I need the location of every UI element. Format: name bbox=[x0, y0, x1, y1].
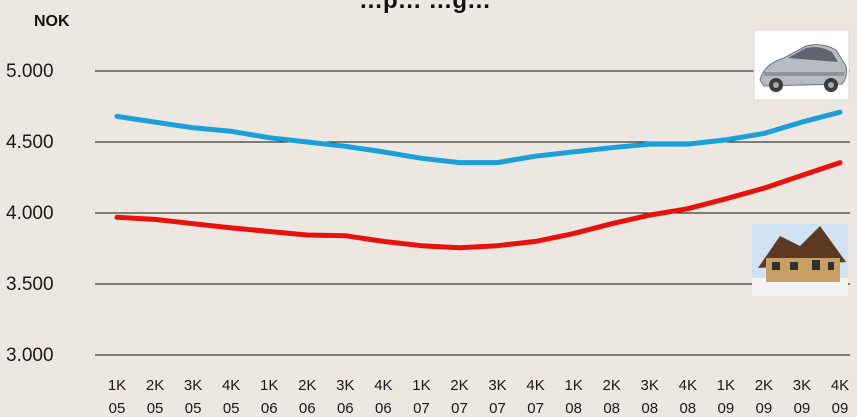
x-tick-label-year: 06 bbox=[375, 400, 392, 417]
x-tick-label-year: 05 bbox=[109, 400, 126, 417]
x-tick-label-quarter: 3K bbox=[336, 377, 354, 394]
x-tick-label-year: 05 bbox=[147, 400, 164, 417]
x-tick-label-year: 07 bbox=[527, 400, 544, 417]
x-tick-label-year: 05 bbox=[185, 400, 202, 417]
x-tick-label-quarter: 2K bbox=[755, 377, 773, 394]
y-tick-label: 3.500 bbox=[6, 274, 54, 295]
x-tick-label-year: 08 bbox=[565, 400, 582, 417]
x-tick-label-year: 07 bbox=[413, 400, 430, 417]
x-tick-label-quarter: 4K bbox=[222, 377, 240, 394]
x-tick-label-quarter: 2K bbox=[298, 377, 316, 394]
x-tick-label-quarter: 4K bbox=[526, 377, 544, 394]
x-tick-label-quarter: 1K bbox=[108, 377, 126, 394]
y-tick-label: 3.000 bbox=[6, 345, 54, 366]
x-tick-label-quarter: 3K bbox=[488, 377, 506, 394]
chart-title: …p… …g… bbox=[359, 0, 491, 14]
x-tick-label-year: 05 bbox=[223, 400, 240, 417]
x-tick-label-year: 08 bbox=[641, 400, 658, 417]
x-tick-label-quarter: 1K bbox=[412, 377, 430, 394]
series-line-car bbox=[114, 109, 843, 166]
x-tick-label-year: 06 bbox=[299, 400, 316, 417]
x-tick-label-quarter: 3K bbox=[184, 377, 202, 394]
house-icon bbox=[752, 224, 848, 296]
y-axis-unit-label: NOK bbox=[34, 13, 70, 30]
x-tick-label-year: 08 bbox=[603, 400, 620, 417]
x-tick-label-year: 06 bbox=[337, 400, 354, 417]
x-tick-label-quarter: 1K bbox=[717, 377, 735, 394]
x-tick-label-quarter: 1K bbox=[260, 377, 278, 394]
car-icon bbox=[753, 29, 850, 101]
x-tick-label-year: 09 bbox=[717, 400, 734, 417]
x-tick-label-year: 09 bbox=[794, 400, 811, 417]
x-tick-label-year: 07 bbox=[451, 400, 468, 417]
x-tick-label-quarter: 1K bbox=[564, 377, 582, 394]
x-axis-tick-labels: 1K 05 2K 05 3K 05 4K 05 1K 06 2K 06 3K 06 4K 06 1K 07 2K 07… bbox=[108, 377, 849, 417]
x-tick-label-year: 08 bbox=[679, 400, 696, 417]
x-tick-label-quarter: 2K bbox=[603, 377, 621, 394]
y-tick-label: 5.000 bbox=[6, 61, 54, 82]
x-tick-label-quarter: 2K bbox=[146, 377, 164, 394]
series-line-house bbox=[114, 160, 843, 251]
x-tick-label-year: 09 bbox=[756, 400, 773, 417]
x-tick-label-year: 07 bbox=[489, 400, 506, 417]
x-tick-label-quarter: 4K bbox=[679, 377, 697, 394]
x-tick-label-quarter: 3K bbox=[641, 377, 659, 394]
y-tick-label: 4.000 bbox=[6, 203, 54, 224]
x-tick-label-year: 09 bbox=[832, 400, 849, 417]
data-series bbox=[114, 109, 843, 251]
x-tick-label-quarter: 3K bbox=[793, 377, 811, 394]
x-tick-label-year: 06 bbox=[261, 400, 278, 417]
x-tick-label-quarter: 2K bbox=[450, 377, 468, 394]
x-tick-label-quarter: 4K bbox=[831, 377, 849, 394]
x-tick-label-quarter: 4K bbox=[374, 377, 392, 394]
y-tick-label: 4.500 bbox=[6, 132, 54, 153]
y-axis-tick-labels: 5.000 4.500 4.000 3.500 3.000 bbox=[6, 61, 54, 366]
